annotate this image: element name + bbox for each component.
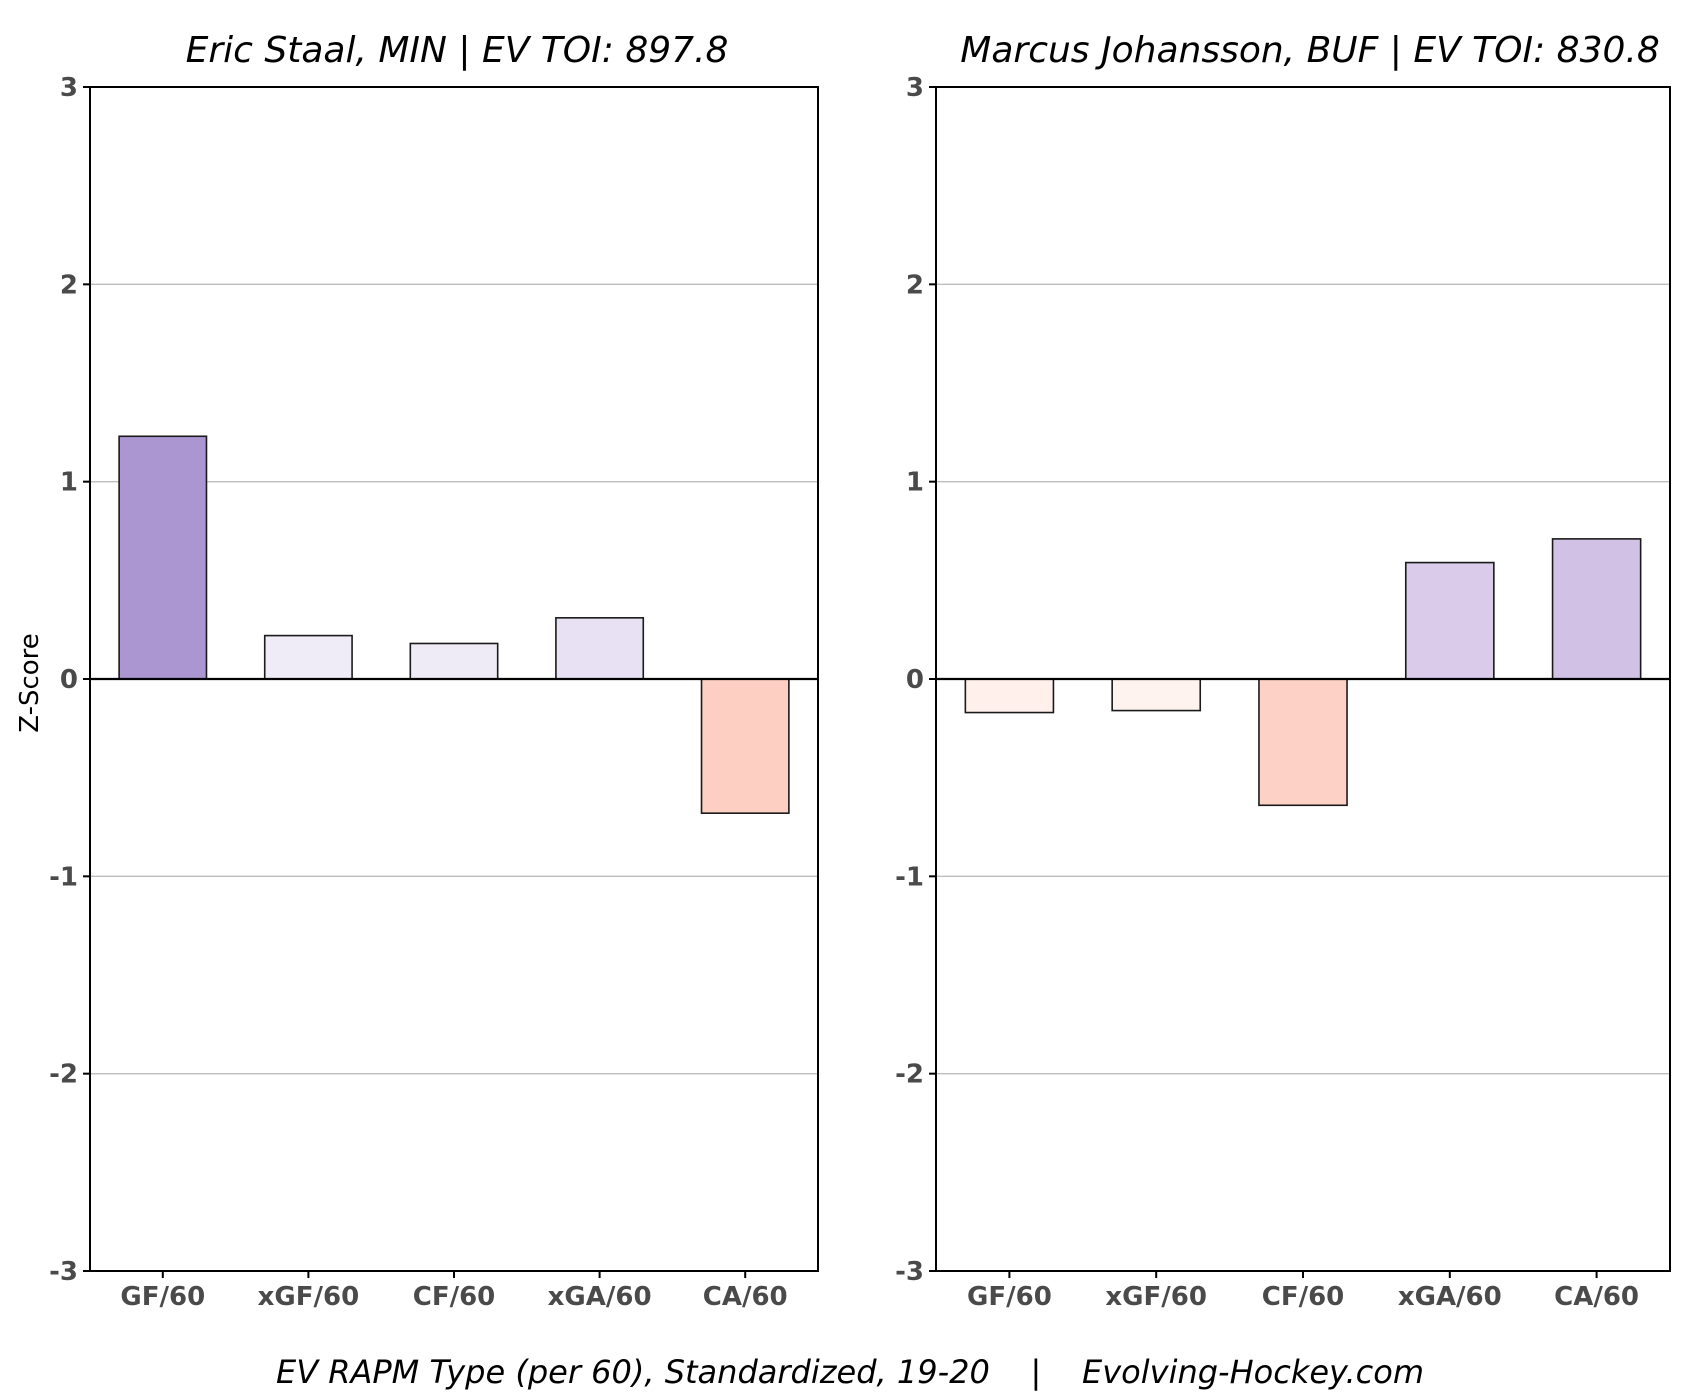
y-tick-label: -3 bbox=[49, 1257, 78, 1287]
plot-area: -3 -2 -1 0 1 2 3 GF/60 xGF/60 CF/60 xGA/60 CA/60 bbox=[895, 73, 1671, 1312]
y-tick-label: 3 bbox=[60, 73, 78, 103]
bar-gf-per-60 bbox=[118, 435, 208, 680]
bar-ca-per-60 bbox=[1551, 538, 1642, 680]
y-tick-label: -2 bbox=[49, 1060, 78, 1090]
y-tick-label: -1 bbox=[49, 862, 78, 892]
y-tick-label: 1 bbox=[906, 468, 924, 498]
bar-ca-per-60 bbox=[700, 678, 790, 814]
y-tick-label: 1 bbox=[60, 468, 78, 498]
panel-title: Eric Staal, MIN | EV TOI: 897.8 bbox=[186, 30, 729, 71]
bar-xga-per-60 bbox=[555, 617, 645, 680]
x-tick-label: GF/60 bbox=[967, 1282, 1052, 1312]
y-tick-label: -3 bbox=[895, 1257, 924, 1287]
y-tick-label: 0 bbox=[906, 665, 924, 695]
x-tick-label: CA/60 bbox=[703, 1282, 788, 1312]
y-tick-label: -2 bbox=[895, 1060, 924, 1090]
y-tick-label: 3 bbox=[906, 73, 924, 103]
x-tick-label: CF/60 bbox=[1262, 1282, 1345, 1312]
x-tick-label: xGF/60 bbox=[258, 1282, 360, 1312]
plot-area: -3 -2 -1 0 1 2 3 GF/60 xGF/60 CF/60 xGA/60 CA/60 bbox=[49, 73, 819, 1312]
x-tick-label: xGA/60 bbox=[548, 1282, 652, 1312]
y-tick-label: 2 bbox=[60, 270, 78, 300]
plot-frame bbox=[89, 86, 819, 1272]
figure-caption: EV RAPM Type (per 60), Standardized, 19-… bbox=[276, 1353, 1424, 1391]
panel-eric-staal: Eric Staal, MIN | EV TOI: 897.8 -3 -2 -1 0 1… bbox=[49, 30, 819, 1312]
x-tick-label: CF/60 bbox=[413, 1282, 496, 1312]
x-tick-label: GF/60 bbox=[120, 1282, 205, 1312]
bar-xga-per-60 bbox=[1404, 561, 1495, 680]
x-tick-label: xGF/60 bbox=[1105, 1282, 1207, 1312]
y-axis-label: Z-Score bbox=[15, 633, 45, 733]
x-tick-label: xGA/60 bbox=[1398, 1282, 1502, 1312]
y-tick-label: 2 bbox=[906, 270, 924, 300]
y-tick-label: 0 bbox=[60, 665, 78, 695]
bar-xgf-per-60 bbox=[1111, 678, 1202, 712]
y-tick-label: -1 bbox=[895, 862, 924, 892]
panel-marcus-johansson: Marcus Johansson, BUF | EV TOI: 830.8 -3… bbox=[895, 30, 1671, 1312]
x-tick-label: CA/60 bbox=[1554, 1282, 1639, 1312]
panel-title: Marcus Johansson, BUF | EV TOI: 830.8 bbox=[960, 30, 1659, 71]
bar-cf-per-60 bbox=[1258, 678, 1348, 807]
plot-frame bbox=[935, 86, 1671, 1272]
bar-cf-per-60 bbox=[409, 642, 499, 680]
bar-xgf-per-60 bbox=[263, 634, 353, 680]
bar-gf-per-60 bbox=[964, 678, 1055, 714]
